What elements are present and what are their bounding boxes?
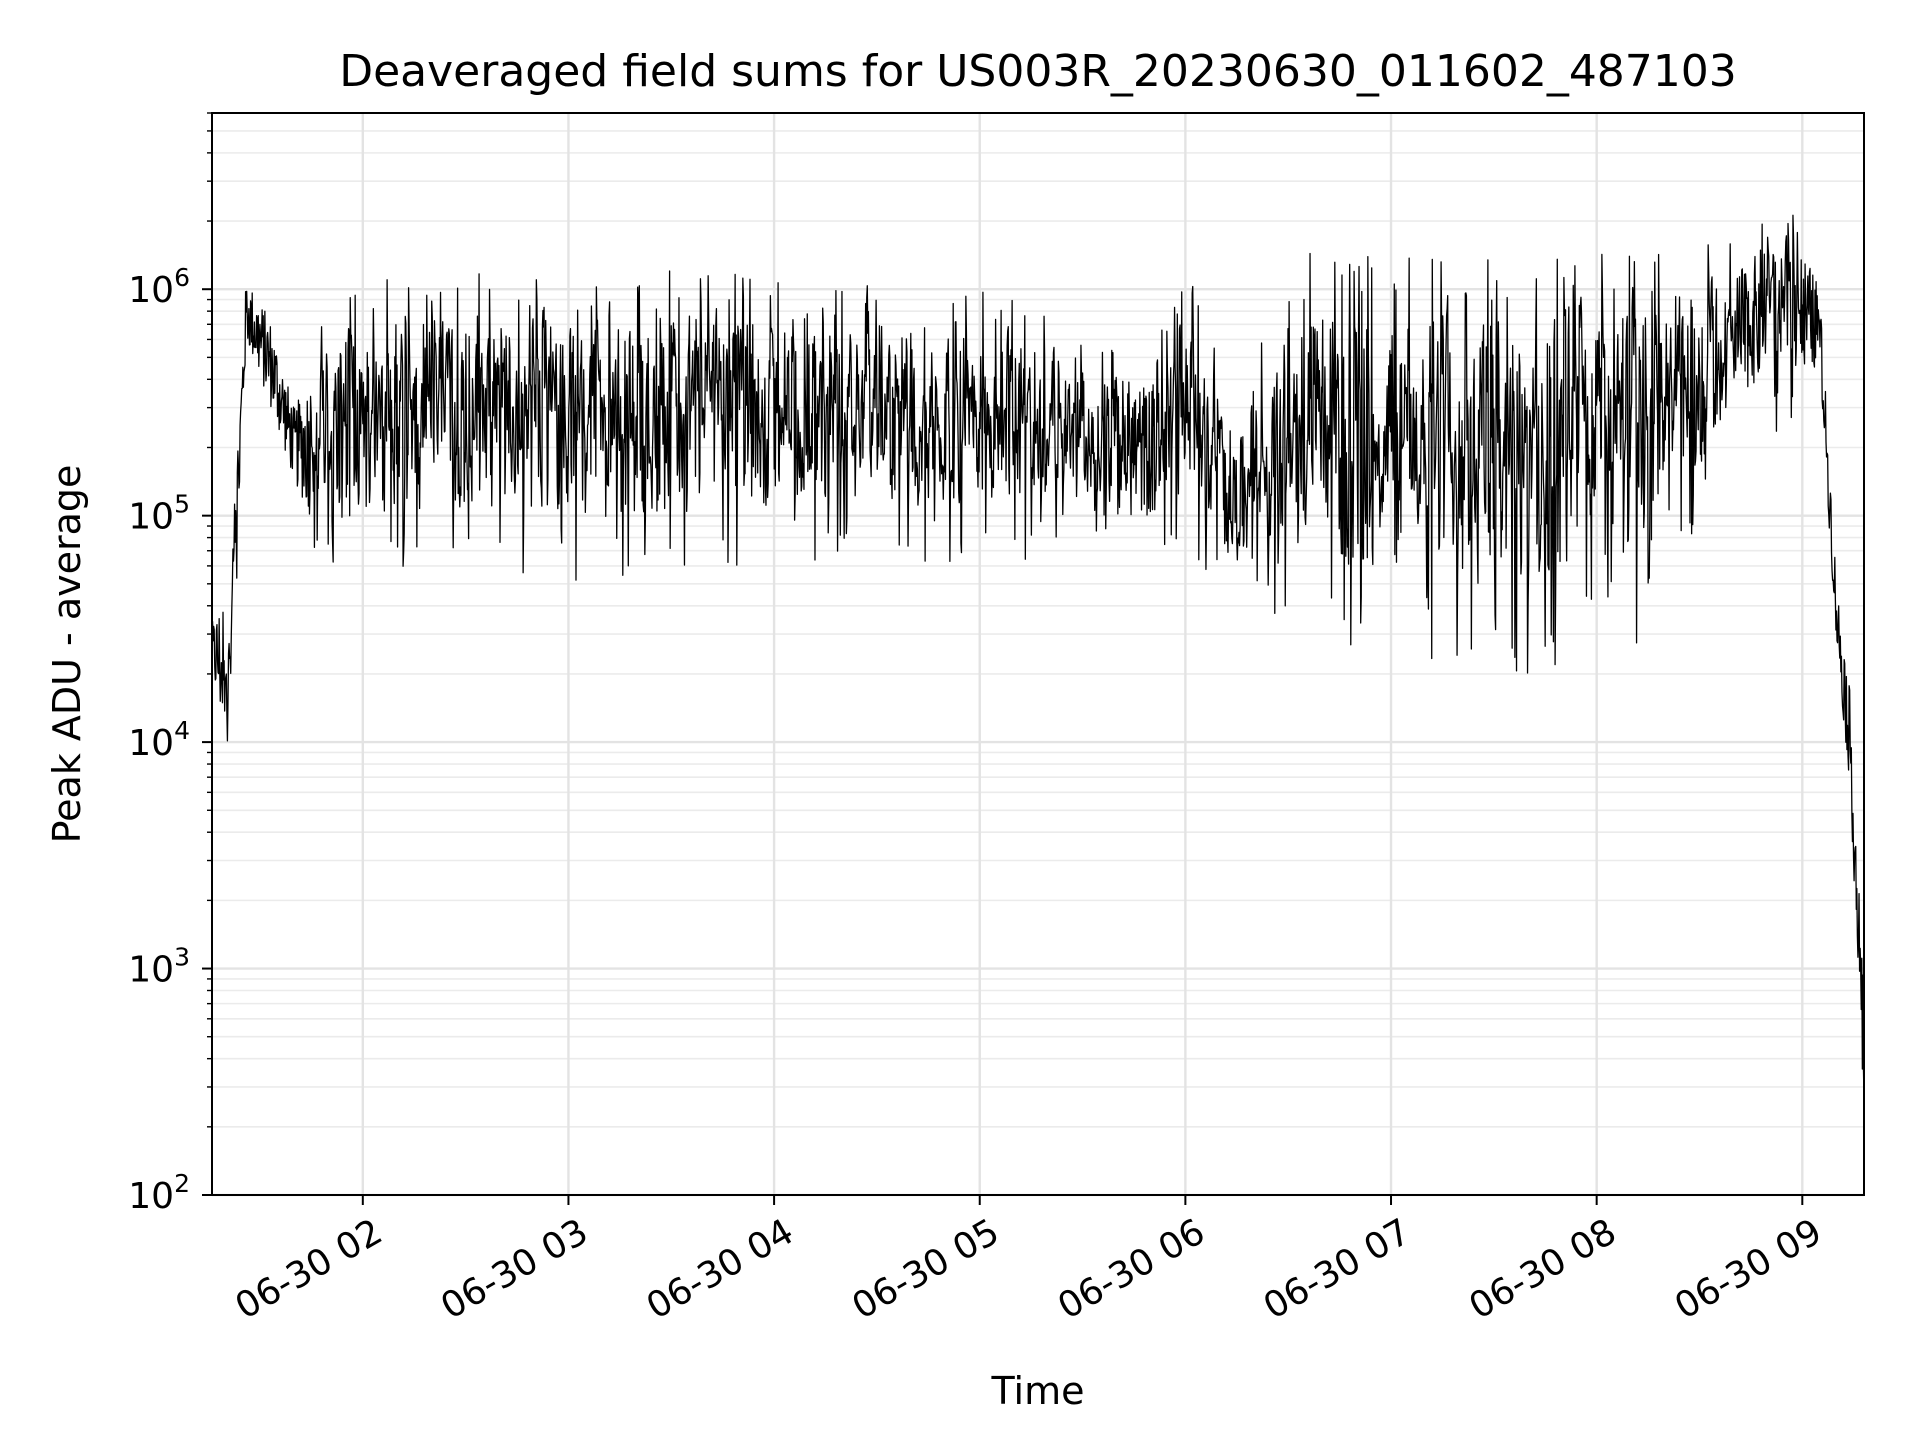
- minor-gridlines: [212, 112, 1864, 1128]
- y-axis: 102 103 104 105 106: [128, 112, 212, 1217]
- y-tick-label: 104: [128, 716, 190, 764]
- series-line: [211, 214, 1865, 1100]
- y-axis-label: Peak ADU - average: [45, 465, 89, 844]
- y-tick-label: 102: [128, 1169, 190, 1217]
- y-tick-label: 105: [128, 490, 190, 538]
- series-layer: [211, 214, 1865, 1100]
- y-tick-label: 106: [128, 263, 190, 311]
- plot-frame: [211, 112, 1865, 1196]
- plot-area: [212, 113, 1864, 1195]
- chart-title: Deaveraged field sums for US003R_2023063…: [339, 46, 1737, 97]
- y-tick-label: 103: [128, 943, 190, 991]
- x-axis-label: Time: [991, 1369, 1085, 1413]
